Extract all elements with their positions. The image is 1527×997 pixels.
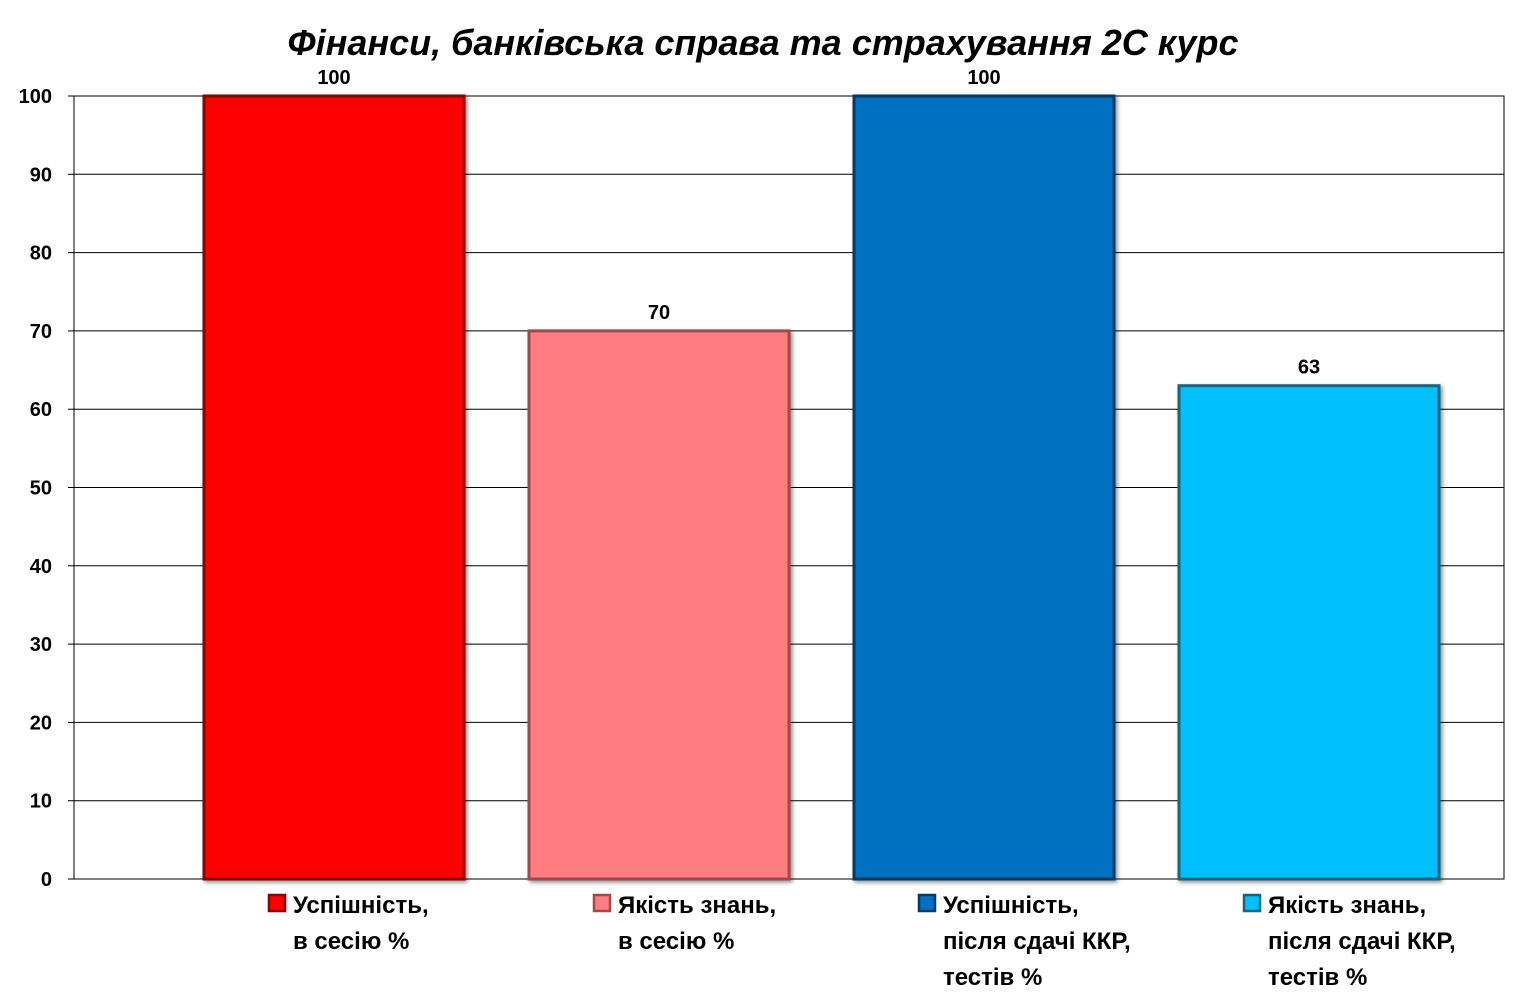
bar-4 [1177,384,1441,881]
data-labels: 100 70 100 63 [317,67,1320,379]
legend-swatch-3 [917,893,937,913]
bars [202,94,1441,881]
y-tick-label: 70 [30,321,52,343]
legend-label-3-line-2: після сдачі ККР, [943,928,1131,955]
legend-swatch-2 [592,893,612,913]
y-tick-label: 50 [30,478,52,500]
legend-label-2-line-2: в сесію % [618,928,734,955]
bar-2 [527,329,791,881]
y-tick-label: 10 [30,791,52,813]
legend-label-4-line-3: тестів % [1268,964,1367,991]
data-label-1: 100 [317,67,350,89]
y-tick-label: 30 [30,634,52,656]
legend-label-1-line-1: Успішність, [293,892,429,919]
bar-1 [202,94,466,881]
y-tick-label: 0 [41,869,52,891]
y-tick-label: 100 [19,86,52,108]
data-label-3: 100 [967,67,1000,89]
legend-label-1-line-2: в сесію % [293,928,409,955]
data-label-4: 63 [1298,357,1320,379]
y-tick-label: 90 [30,164,52,186]
legend-swatch-4 [1242,893,1262,913]
legend-label-2-line-1: Якість знань, [618,892,776,919]
legend-label-4-line-2: після сдачі ККР, [1268,928,1456,955]
legend: Успішність, в сесію % Якість знань, в сесію… [267,892,1456,991]
y-tick-label: 80 [30,243,52,265]
bar-3 [852,94,1116,881]
y-tick-label: 40 [30,556,52,578]
legend-label-3-line-3: тестів % [943,964,1042,991]
legend-label-3-line-1: Успішність, [943,892,1079,919]
chart-title: Фінанси, банківська справа та страхуванн… [287,22,1238,63]
legend-label-4-line-1: Якість знань, [1268,892,1426,919]
data-label-2: 70 [648,302,670,324]
y-tick-label: 60 [30,399,52,421]
y-axis-ticks: 0 10 20 30 40 50 60 70 80 90 100 [19,86,52,891]
y-tick-label: 20 [30,712,52,734]
legend-swatch-1 [267,893,287,913]
